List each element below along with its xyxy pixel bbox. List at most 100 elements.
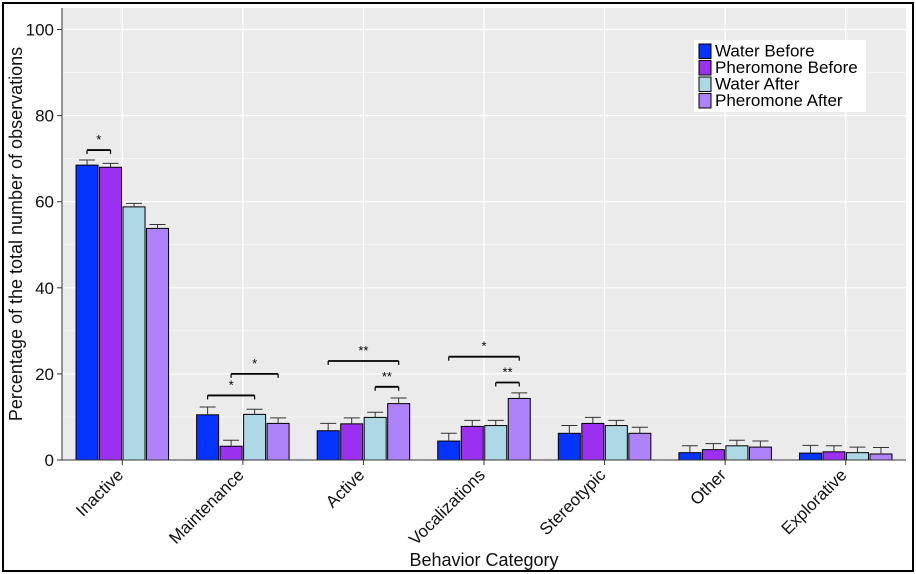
bar [266,422,290,461]
significance-label: ** [382,369,392,384]
y-tick-label: 40 [35,279,54,298]
error-bar [511,392,528,399]
error-bar [246,408,263,415]
error-bar [561,425,578,434]
legend-swatch [698,60,712,76]
error-bar [584,416,601,424]
y-axis: 0 20 40 60 80 100 [26,8,63,470]
bar [822,451,846,461]
error-bar [872,447,889,454]
error-bar [367,411,384,418]
bar [196,414,220,461]
x-tick-label: Other [686,465,730,509]
significance-bracket: ** [327,343,400,365]
x-tick-label: Active [322,465,368,511]
significance-bracket: ** [374,369,400,391]
error-bar [487,419,504,426]
error-bar [802,444,819,454]
error-bar [752,440,769,448]
bar [243,413,267,461]
bar [628,432,652,461]
error-bar [320,422,337,431]
x-tick-label: Vocalizations [405,465,489,549]
y-tick-label: 60 [35,193,54,212]
y-tick-label: 80 [35,107,54,126]
error-bar [681,445,698,453]
bar [678,452,702,461]
legend-item: Water Before [698,42,815,61]
error-bar [223,439,240,447]
bar [460,425,484,461]
significance-bracket: * [207,377,256,400]
legend-swatch [698,43,712,59]
y-tick-label: 100 [26,21,54,40]
significance-bracket: * [448,339,520,361]
legend-swatch [698,93,712,109]
bar [484,425,508,461]
legend-box [694,40,866,112]
error-bar [126,202,143,207]
bar [146,227,170,461]
error-bar [825,445,842,452]
bar [99,166,123,461]
legend-label: Pheromone Before [715,58,858,77]
error-bar [390,397,407,404]
error-bar [728,439,745,446]
bar [845,452,869,461]
x-axis: Inactive Maintenance Active Vocalizations St… [62,459,906,549]
legend-swatch [698,76,712,92]
bar [798,452,822,461]
significance-label: ** [502,365,512,380]
legend-label: Pheromone After [715,91,843,110]
legend-label: Water After [715,75,800,94]
significance-layer: ********** [86,132,520,400]
bar [725,445,749,461]
bars-layer [75,164,893,461]
x-tick-label: Stereotypic [536,465,610,539]
significance-label: * [229,377,234,392]
bar [701,449,725,461]
error-bar [199,406,216,415]
legend-item: Pheromone After [698,91,843,110]
legend-item: Water After [698,75,800,94]
error-bar [343,417,360,424]
error-bar [849,446,866,453]
x-tick-label: Explorative [778,465,851,538]
error-bar [270,417,287,424]
bar [869,453,893,461]
bar [748,446,772,461]
significance-label: * [96,132,101,147]
error-bar [149,224,166,229]
bar [507,397,531,461]
significance-bracket: ** [495,365,520,387]
error-bar [102,162,119,168]
bar [557,432,581,461]
error-bar [705,443,722,450]
x-tick-label: Maintenance [165,465,247,547]
significance-bracket: * [230,356,279,378]
bar [437,440,461,461]
significance-label: * [252,356,257,371]
bar [363,416,387,461]
error-bar [464,419,481,427]
significance-label: ** [358,343,368,358]
y-axis-title: Percentage of the total number of observ… [6,47,26,421]
error-bar [440,432,457,442]
error-bars-layer [79,159,889,454]
error-bar [79,159,96,166]
error-bar [608,419,625,426]
bar [219,445,243,461]
x-axis-title: Behavior Category [409,550,558,570]
x-tick-label: Inactive [72,465,127,520]
bar [340,423,364,461]
y-tick-label: 20 [35,365,54,384]
significance-bracket: * [86,132,112,155]
legend-item: Pheromone Before [698,58,858,77]
significance-label: * [481,339,486,354]
y-tick-label: 0 [45,451,54,470]
bar [604,425,628,461]
bar [387,403,411,461]
